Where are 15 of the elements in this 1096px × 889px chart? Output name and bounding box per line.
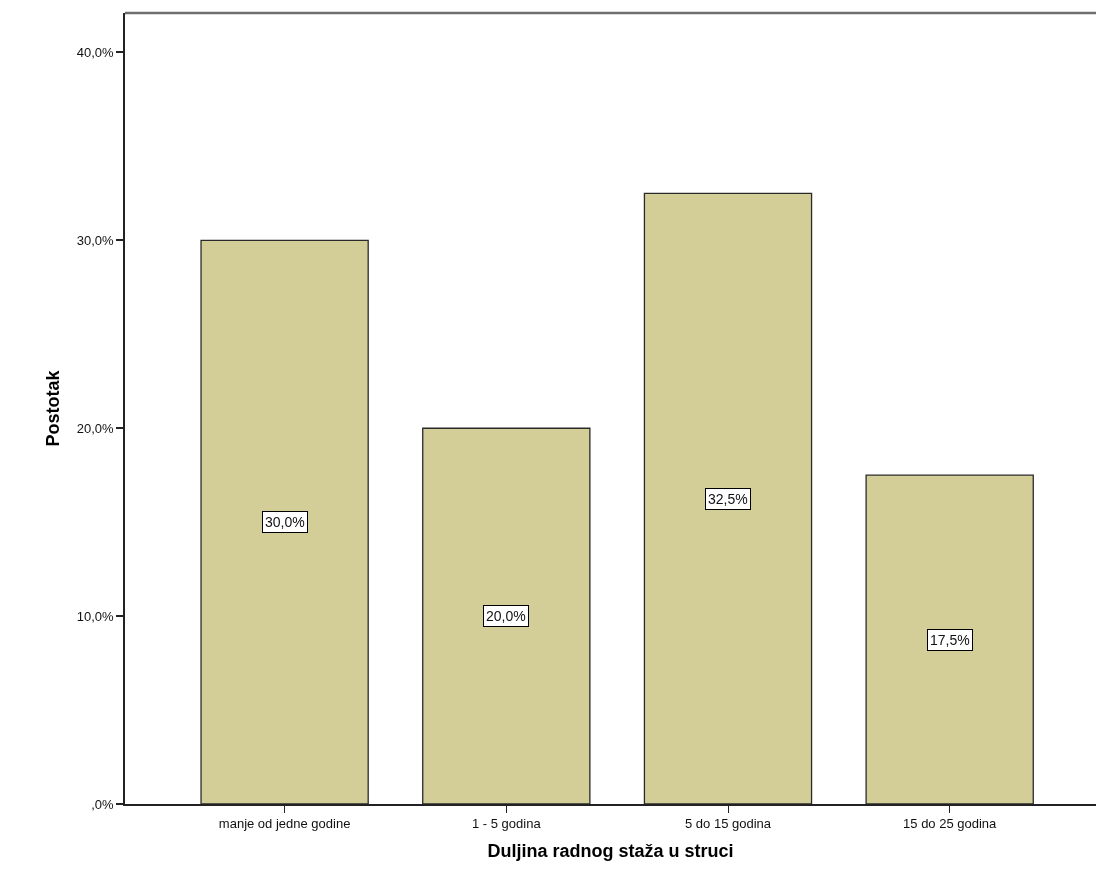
data-label: 32,5%	[708, 491, 748, 507]
y-tick-label: 30,0%	[76, 232, 115, 248]
x-tick-label: 15 do 25 godina	[903, 816, 998, 832]
y-axis-title: Postotak	[43, 369, 64, 447]
x-tick-label: 5 do 15 godina	[684, 816, 772, 832]
y-tick-label: ,0%	[91, 796, 115, 812]
x-tick-label: 1 - 5 godina	[471, 816, 542, 832]
x-tick-label: manje od jedne godine	[218, 816, 351, 832]
y-tick-label: 40,0%	[76, 45, 115, 61]
data-label: 20,0%	[486, 608, 526, 624]
y-tick-label: 20,0%	[76, 420, 115, 436]
data-label: 17,5%	[930, 632, 970, 648]
x-axis-title: Duljina radnog staža u struci	[487, 840, 734, 861]
data-label: 30,0%	[265, 514, 305, 530]
y-tick-label: 10,0%	[76, 608, 115, 624]
